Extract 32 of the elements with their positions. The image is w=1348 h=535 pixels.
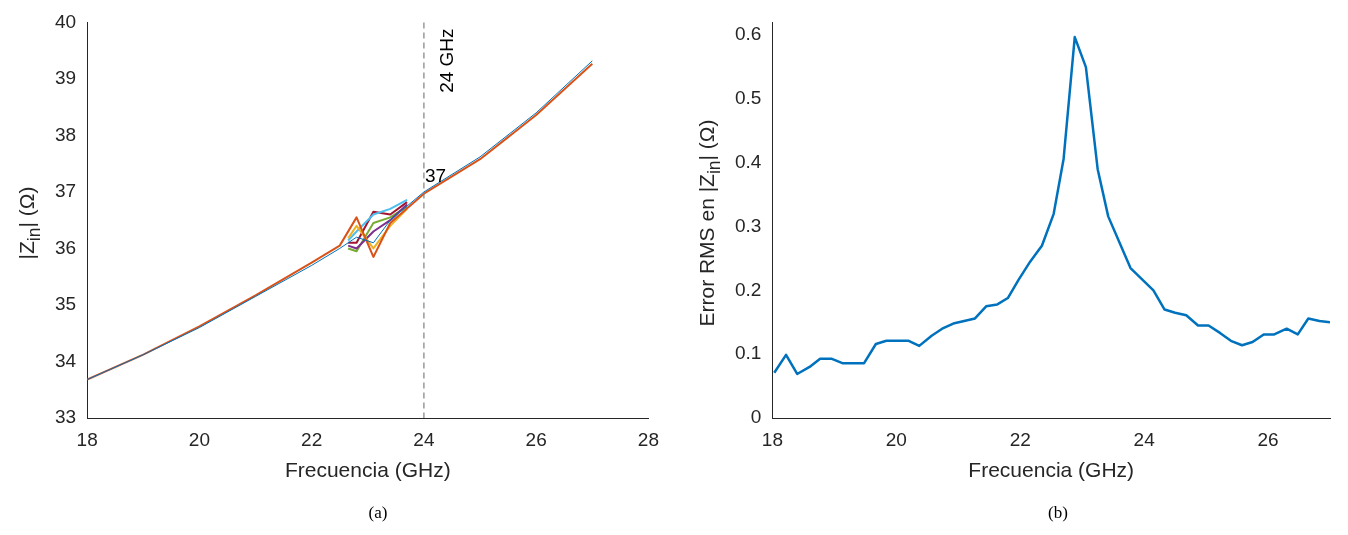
ref-line-label: 24 GHz [435,28,457,93]
y-tick-label: 0.2 [734,278,762,300]
y-tick-label: 38 [54,123,77,145]
y-tick-label: 0.5 [734,87,762,109]
y-tick-label: 36 [54,236,77,258]
x-axis-title: Frecuencia (GHz) [284,458,451,482]
x-tick-label: 24 [1133,428,1156,450]
y-tick-label: 39 [54,67,77,89]
y-tick-label: 0.6 [734,23,762,45]
y-tick-label: 34 [54,349,77,371]
x-tick-label: 20 [885,428,907,450]
x-tick-label: 26 [1257,428,1279,450]
x-tick-label: 20 [188,428,210,450]
x-tick-label: 18 [76,428,98,450]
text: (b) [1047,503,1069,523]
x-tick-label: 26 [525,428,547,450]
text: (a) [367,503,389,523]
x-tick-label: 24 [413,428,435,450]
y-tick-label: 0 [750,406,762,428]
x-axis-title: Frecuencia (GHz) [968,458,1135,482]
y-tick-label: 0.3 [734,214,762,236]
y-tick-label: 0.4 [734,151,762,173]
x-tick-label: 18 [761,428,783,450]
annotation: 37 [424,164,447,186]
y-tick-label: 37 [54,180,77,202]
x-tick-label: 22 [1009,428,1031,450]
y-tick-label: 35 [54,293,77,315]
y-tick-label: 33 [54,406,77,428]
y-tick-label: 40 [54,10,77,32]
x-tick-label: 22 [301,428,323,450]
y-tick-label: 0.1 [734,342,762,364]
x-tick-label: 28 [637,428,659,450]
